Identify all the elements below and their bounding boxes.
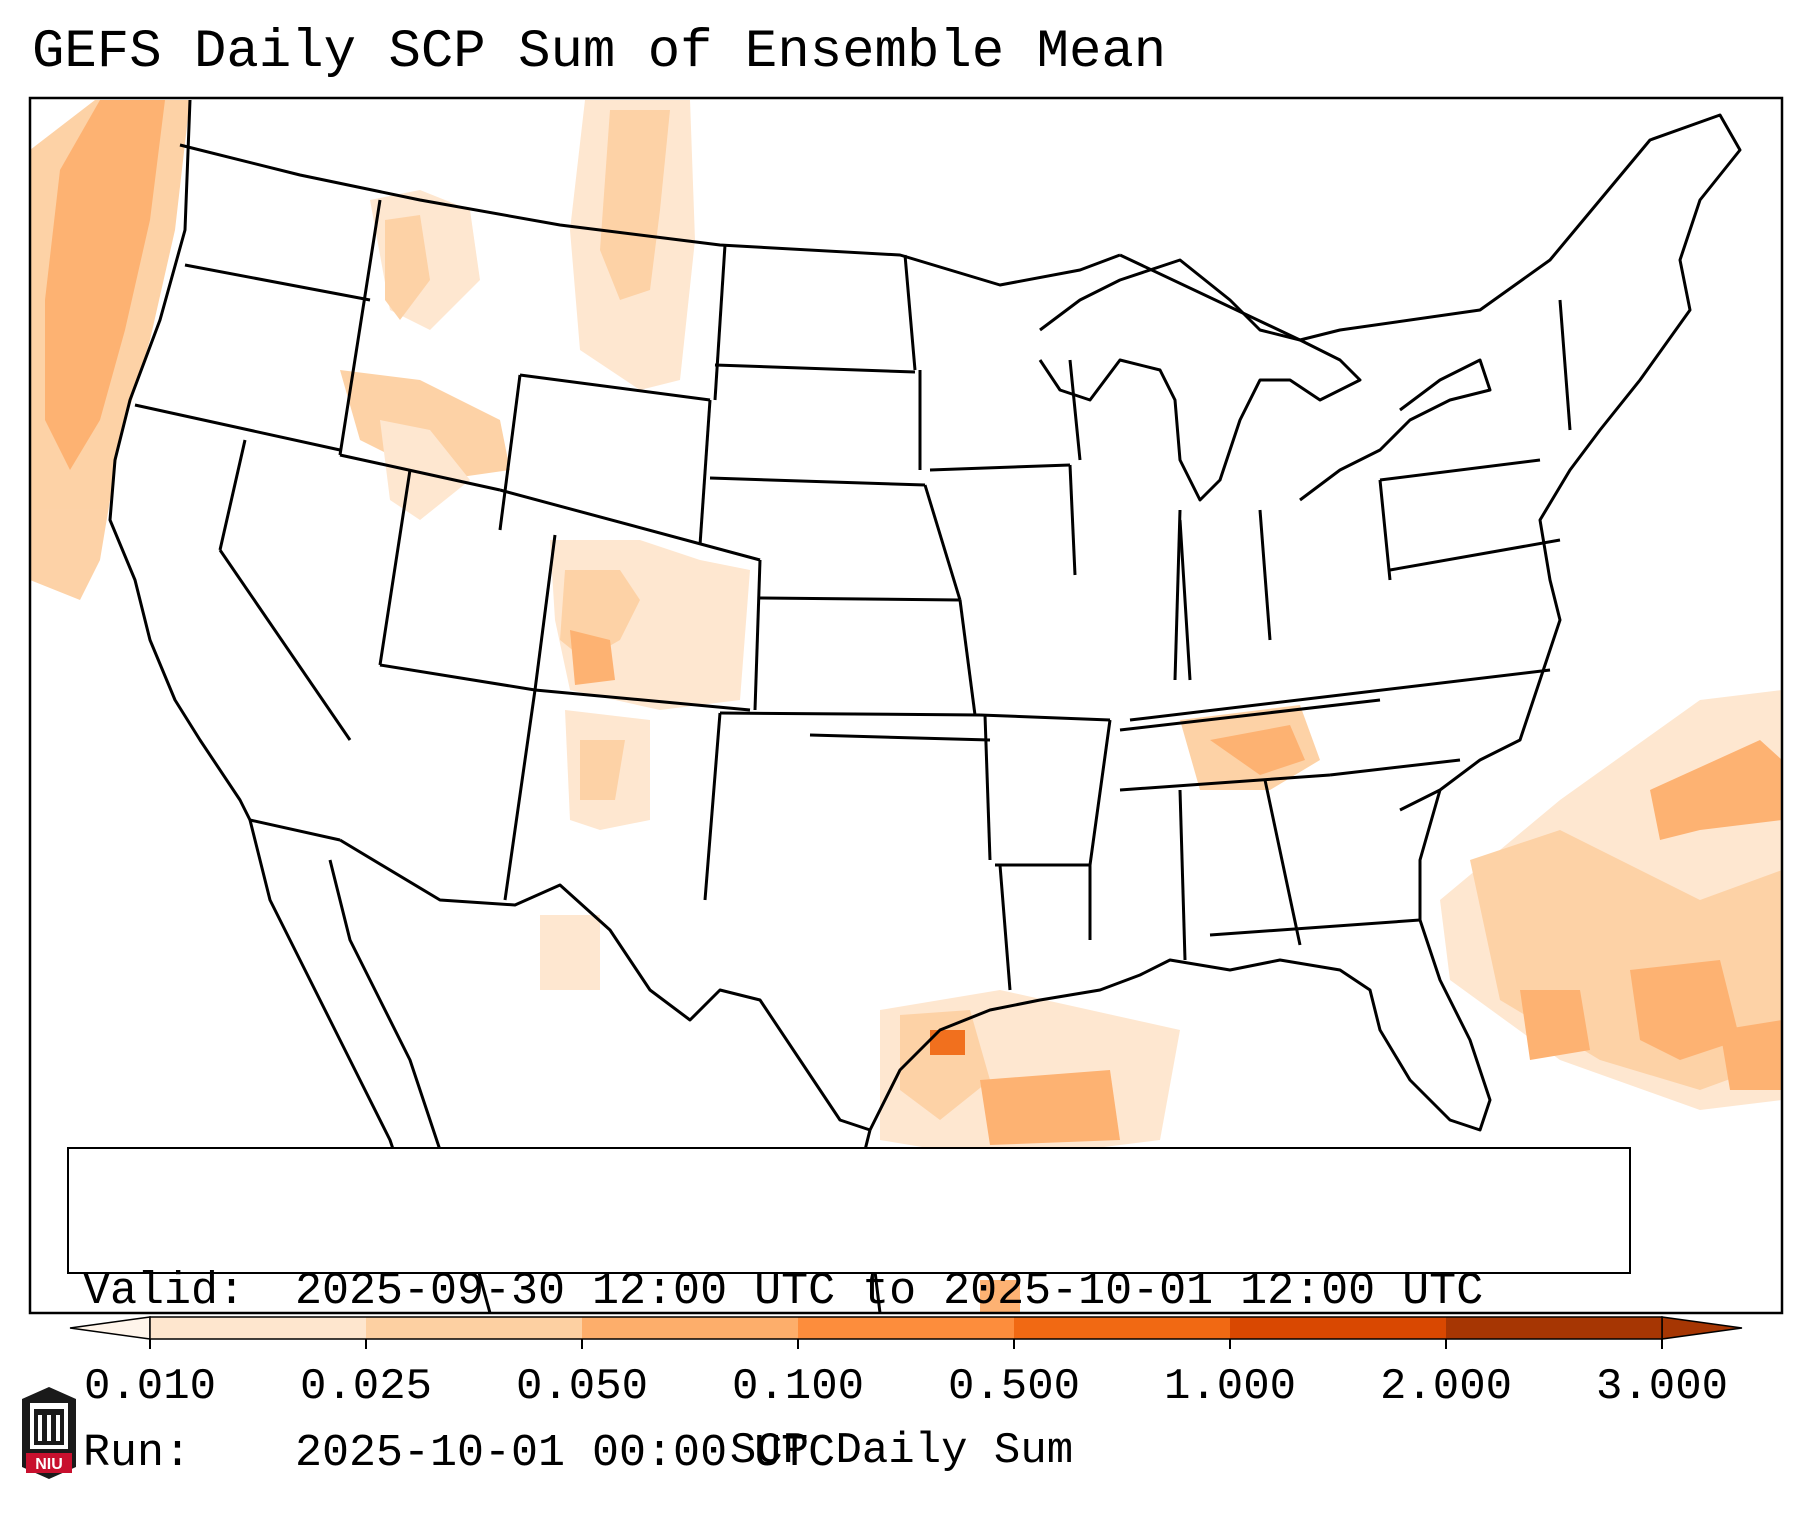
border-canada	[179, 143, 1121, 287]
state-line-wy-east	[698, 399, 712, 546]
svg-text:NIU: NIU	[35, 1456, 63, 1473]
state-line-ne-ks	[759, 596, 961, 602]
colorbar-tick-label: 0.025	[299, 1362, 433, 1412]
state-line-wy-north	[519, 373, 711, 402]
state-line-nd-mn	[903, 254, 917, 371]
state-line-mo-ar	[979, 713, 1111, 722]
border-mexico	[339, 838, 871, 1132]
state-line-mo-ia	[929, 463, 1071, 472]
state-line-nd-sd	[714, 363, 916, 374]
state-line-ut-az	[379, 663, 536, 692]
state-line-pa-md	[1389, 538, 1561, 572]
state-line-nc-sc	[1329, 758, 1461, 777]
state-line-sd-ne	[709, 476, 926, 487]
colorbar-tick-label: 2.000	[1379, 1362, 1513, 1412]
state-line-al-ga	[1263, 779, 1302, 946]
colorbar-tick-label: 0.500	[947, 1362, 1081, 1412]
state-line-oh-pa	[1258, 509, 1272, 641]
colorbar-tick-label: 0.100	[731, 1362, 865, 1412]
state-line-ga-fl	[1209, 918, 1421, 937]
state-line-or-wa	[184, 263, 371, 302]
state-line-tn-south	[1119, 773, 1331, 792]
state-line-ca-nv	[218, 439, 247, 551]
scp-field	[30, 100, 1782, 1313]
map-frame	[28, 96, 1784, 1315]
state-line-ok-ar	[983, 714, 992, 861]
state-line-nv-diag	[218, 549, 352, 741]
state-line-pa-ny	[1379, 458, 1541, 482]
state-line-nv-ut	[378, 469, 412, 666]
state-line-id-ut	[339, 453, 501, 492]
state-line-ks-ok	[719, 711, 981, 717]
state-line-nm-tx	[703, 712, 722, 901]
state-line-new-england	[1558, 299, 1572, 431]
coastline-southeast	[868, 789, 1492, 1132]
run-row: Run: 2025-10-01 00:00 UTC	[83, 1427, 1629, 1481]
colorbar-tick-label: 1.000	[1163, 1362, 1297, 1412]
colorbar-label: SCP Daily Sum	[729, 1426, 1074, 1476]
boundaries	[108, 99, 1742, 1313]
baja-california	[248, 819, 412, 1201]
state-line-az-nm	[503, 689, 537, 901]
valid-label: Valid:	[83, 1266, 246, 1317]
great-lakes-shoreline	[1038, 258, 1362, 502]
state-line-ut-co	[533, 534, 557, 691]
state-line-ms-al	[1178, 789, 1187, 961]
state-line-co-nm	[534, 688, 751, 712]
valid-row: Valid: 2025-09-30 12:00 UTC to 2025-10-01…	[83, 1265, 1629, 1319]
state-line-in-oh	[1178, 519, 1192, 681]
state-line-wy-west	[498, 374, 522, 531]
valid-value: 2025-09-30 12:00 UTC to 2025-10-01 12:00…	[295, 1266, 1484, 1317]
state-line-id-wy	[338, 199, 382, 456]
state-line-la-tx	[998, 864, 1012, 991]
state-line-mt-nd	[713, 244, 727, 401]
state-line-ar-ms	[1088, 719, 1112, 866]
state-line-pa-wv	[1378, 479, 1392, 581]
colorbar-tick-label: 0.010	[83, 1362, 217, 1412]
niu-logo: NIU	[22, 1387, 76, 1479]
map-panel	[28, 96, 1784, 1315]
coastline-west	[108, 99, 341, 842]
colorbar-tick-label: 0.050	[515, 1362, 649, 1412]
page-title: GEFS Daily SCP Sum of Ensemble Mean	[32, 22, 1167, 83]
state-line-ok-tx	[809, 733, 991, 742]
run-value: 2025-10-01 00:00 UTC	[295, 1428, 836, 1479]
state-line-co-ks	[753, 559, 762, 711]
state-line-or-ca	[134, 403, 341, 452]
state-line-ne-ks-east	[923, 484, 962, 601]
coastline-northeast	[1119, 113, 1742, 812]
info-box: Valid: 2025-09-30 12:00 UTC to 2025-10-01…	[67, 1147, 1631, 1479]
state-line-tn-north	[1119, 698, 1381, 732]
state-line-ky-nc	[1129, 668, 1551, 722]
state-line-ks-mo	[958, 599, 977, 716]
state-line-wi-mi	[1068, 359, 1082, 461]
state-line-il-in	[1173, 509, 1182, 681]
state-line-wy-south	[499, 488, 761, 562]
lake-erie-ontario-shoreline	[1299, 358, 1492, 502]
colorbar-tick-label: 3.000	[1595, 1362, 1729, 1412]
run-label: Run:	[83, 1428, 192, 1479]
state-line-ia-il	[1068, 464, 1077, 576]
